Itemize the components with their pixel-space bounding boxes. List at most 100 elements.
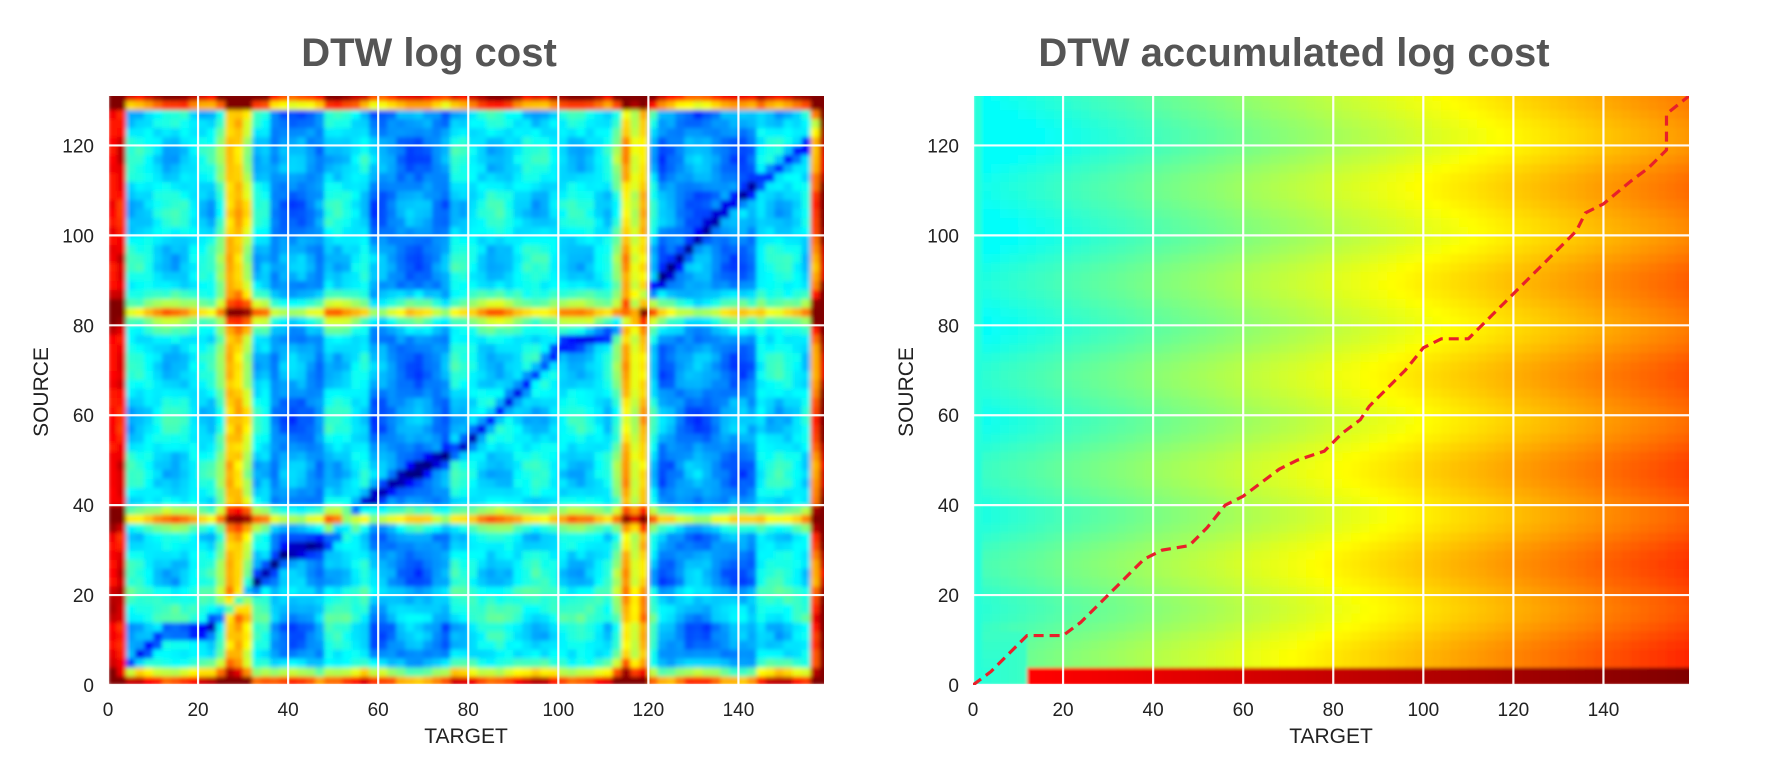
heatmap-cell [279, 361, 289, 371]
heatmap-cell [297, 622, 307, 632]
heatmap-cell [567, 244, 577, 254]
heatmap-cell [504, 145, 514, 156]
heatmap-cell [540, 226, 550, 236]
heatmap-cell [450, 325, 460, 335]
heatmap-cell [243, 478, 253, 488]
heatmap-cell [405, 100, 415, 111]
heatmap-cell [135, 298, 145, 308]
heatmap-cell [459, 280, 469, 290]
heatmap-cell [369, 172, 379, 183]
heatmap-cell [279, 199, 289, 210]
heatmap-cell [675, 343, 686, 353]
heatmap-cell [153, 586, 163, 596]
heatmap-cell [315, 622, 325, 632]
heatmap-cell [387, 631, 397, 641]
heatmap-cell [549, 640, 559, 650]
heatmap-cell [639, 379, 649, 389]
heatmap-cell [477, 658, 487, 668]
heatmap-cell [306, 127, 316, 138]
heatmap-cell [450, 388, 460, 398]
heatmap-cell [558, 226, 568, 236]
heatmap-cell [360, 100, 370, 111]
heatmap-cell [486, 469, 496, 479]
heatmap-cell [567, 397, 577, 407]
heatmap-cell [486, 280, 496, 290]
heatmap-cell [270, 163, 280, 174]
heatmap-cell [783, 469, 794, 479]
heatmap-cell [351, 415, 361, 425]
heatmap-cell [243, 100, 253, 111]
heatmap-cell [126, 388, 136, 398]
heatmap-cell [306, 595, 316, 605]
heatmap-cell [342, 523, 352, 533]
heatmap-cell [117, 487, 127, 497]
heatmap-cell [252, 190, 262, 201]
heatmap-cell [279, 451, 289, 461]
heatmap-cell [270, 352, 280, 362]
heatmap-cell [153, 244, 163, 254]
heatmap-cell [342, 433, 352, 443]
heatmap-cell [486, 343, 496, 353]
heatmap-cell [360, 514, 370, 524]
heatmap-cell [495, 397, 505, 407]
heatmap-cell [630, 532, 640, 542]
heatmap-cell [441, 199, 451, 210]
heatmap-cell [711, 199, 722, 210]
heatmap-cell [279, 568, 289, 578]
heatmap-cell [333, 496, 343, 506]
heatmap-cell [162, 451, 172, 461]
heatmap-cell [252, 154, 262, 165]
heatmap-cell [495, 496, 505, 506]
heatmap-cell [171, 100, 181, 111]
heatmap-cell [306, 172, 316, 183]
heatmap-cell [648, 388, 658, 398]
heatmap-cell [216, 226, 226, 236]
heatmap-cell [306, 145, 316, 156]
heatmap-cell [450, 96, 460, 102]
heatmap-cell [387, 568, 397, 578]
heatmap-cell [639, 541, 649, 551]
heatmap-cell [765, 334, 776, 344]
heatmap-cell [279, 415, 289, 425]
heatmap-cell [432, 379, 442, 389]
heatmap-cell [774, 96, 785, 102]
heatmap-cell [405, 595, 415, 605]
heatmap-cell [153, 415, 163, 425]
heatmap-cell [342, 577, 352, 587]
heatmap-cell [369, 100, 379, 111]
heatmap-cell [477, 532, 487, 542]
heatmap-cell [702, 190, 713, 201]
heatmap-cell [675, 568, 686, 578]
heatmap-cell [198, 235, 208, 245]
heatmap-cell [189, 415, 199, 425]
heatmap-cell [720, 649, 731, 659]
heatmap-cell [207, 631, 217, 641]
heatmap-cell [108, 109, 118, 120]
heatmap-cell [198, 136, 208, 147]
heatmap-cell [468, 523, 478, 533]
heatmap-cell [378, 397, 388, 407]
heatmap-cell [378, 649, 388, 659]
heatmap-cell [756, 397, 767, 407]
heatmap-cell [405, 190, 415, 201]
heatmap-cell [162, 460, 172, 470]
heatmap-cell [297, 154, 307, 165]
heatmap-cell [117, 577, 127, 587]
heatmap-cell [144, 595, 154, 605]
heatmap-cell [522, 379, 532, 389]
heatmap-cell [288, 604, 298, 614]
heatmap-cell [765, 154, 776, 165]
heatmap-cell [549, 262, 559, 272]
heatmap-cell [504, 586, 514, 596]
heatmap-cell [567, 613, 577, 623]
heatmap-cell [477, 541, 487, 551]
heatmap-cell [108, 307, 118, 317]
heatmap-cell [594, 262, 604, 272]
heatmap-cell [216, 478, 226, 488]
heatmap-cell [486, 586, 496, 596]
heatmap-cell [189, 424, 199, 434]
heatmap-cell [279, 289, 289, 299]
heatmap-cell [621, 244, 631, 254]
heatmap-cell [207, 181, 217, 192]
heatmap-cell [387, 262, 397, 272]
